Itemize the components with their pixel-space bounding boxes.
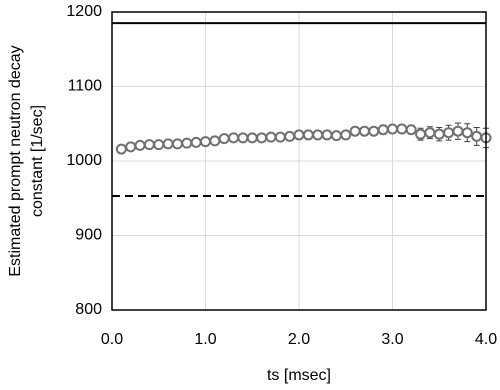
data-point: [433, 128, 445, 140]
data-point: [237, 132, 249, 144]
data-point: [443, 127, 455, 139]
y-tick-label: 1000: [66, 152, 102, 169]
data-point: [115, 143, 127, 155]
y-tick-label: 1200: [66, 3, 102, 20]
data-point: [312, 129, 324, 141]
y-tick-label: 800: [75, 301, 102, 318]
data-point: [190, 136, 202, 148]
data-point: [181, 137, 193, 149]
x-tick-label: 3.0: [381, 331, 403, 348]
data-point: [143, 139, 155, 151]
data-point: [153, 139, 165, 151]
data-point: [330, 130, 342, 142]
data-point: [125, 141, 137, 153]
data-point: [209, 135, 221, 147]
x-tick-label: 1.0: [194, 331, 216, 348]
y-tick-label: 900: [75, 227, 102, 244]
data-point: [246, 132, 258, 144]
y-axis-label: Estimated prompt neutron decay: [7, 45, 24, 276]
plot-frame: [111, 11, 487, 311]
data-point: [293, 129, 305, 141]
data-point: [134, 139, 146, 151]
data-point: [415, 128, 427, 140]
data-point: [349, 125, 361, 137]
data-point: [200, 136, 211, 148]
data-point: [274, 131, 286, 143]
data-point: [377, 124, 389, 136]
data-point: [321, 129, 333, 141]
x-axis-label: ts [msec]: [267, 367, 331, 384]
data-point: [228, 132, 240, 144]
data-point: [461, 127, 473, 139]
data-point: [452, 125, 464, 137]
data-point: [218, 133, 230, 145]
data-point: [387, 123, 398, 135]
data-point: [340, 129, 352, 141]
data-point: [396, 123, 408, 135]
x-tick-label: 2.0: [288, 331, 310, 348]
data-point: [171, 138, 183, 150]
data-point: [368, 125, 380, 137]
data-point: [405, 124, 417, 136]
data-point: [302, 129, 314, 141]
x-tick-label: 0.0: [101, 331, 123, 348]
y-tick-label: 1100: [68, 78, 103, 95]
data-point: [471, 130, 483, 142]
y-axis-label: constant [1/sec]: [29, 105, 46, 217]
data-point: [358, 125, 370, 137]
data-point: [162, 138, 174, 150]
x-tick-label: 4.0: [475, 331, 497, 348]
data-point: [256, 132, 268, 144]
data-point: [424, 127, 436, 139]
data-point: [265, 131, 277, 143]
data-point: [284, 130, 296, 142]
